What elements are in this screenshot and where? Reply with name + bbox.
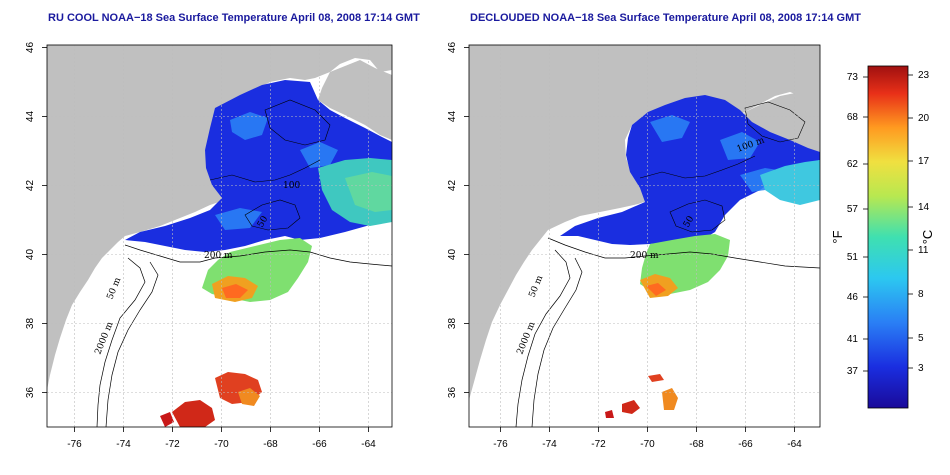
isobath-contour [515, 249, 571, 427]
sst-cool-patches [215, 112, 338, 230]
lon-tick-label: -68 [689, 439, 704, 450]
isobath-contour [264, 99, 331, 146]
colorbar-c-tick: 11 [918, 245, 929, 256]
isobath-contour [244, 199, 301, 231]
sst-very-hot-core [646, 283, 666, 296]
map-frame [46, 44, 393, 428]
colorbar-f-tick: 46 [847, 292, 859, 303]
lon-tick-label: -70 [640, 439, 655, 450]
lat-tick-label: 44 [25, 111, 36, 123]
land-mass [47, 45, 392, 390]
sst-cool-patches [650, 115, 790, 192]
sst-gulfstream-patch [160, 412, 174, 427]
colorbar-f-tick: 51 [847, 252, 859, 263]
sst-gulfstream-patch [172, 400, 215, 427]
lon-tick-label: -70 [214, 439, 229, 450]
lat-tick-label: 38 [447, 318, 458, 330]
lon-tick-label: -76 [493, 439, 508, 450]
lon-tick-label: -68 [263, 439, 278, 450]
sst-cold-region [560, 95, 820, 245]
colorbar-c-tick: 8 [918, 289, 924, 300]
colorbar-c-tick: 17 [918, 156, 930, 167]
sst-gulfstream-patch [622, 400, 640, 414]
lon-tick-label: -74 [116, 439, 131, 450]
contour-label: 200 m [204, 251, 233, 261]
isobath-contour [744, 101, 806, 143]
colorbar-c-tick: 23 [918, 70, 930, 81]
contour-label: 100 [283, 181, 300, 191]
colorbar-f-tick: 68 [847, 112, 859, 123]
celsius-unit-label: °C [920, 230, 935, 245]
isobath-contour [531, 257, 583, 427]
sst-mid-region-2 [345, 172, 392, 212]
lat-tick-label: 38 [25, 318, 36, 330]
sst-gulfstream-patch [662, 388, 678, 410]
lon-tick-label: -64 [361, 439, 376, 450]
grid-lines [469, 45, 820, 427]
colorbar-f-tick: 62 [847, 159, 859, 170]
sst-cold-region [125, 80, 392, 252]
lat-tick-label: 44 [447, 111, 458, 123]
lon-tick-label: -76 [67, 439, 82, 450]
contour-label: 200 m [630, 251, 659, 261]
lat-tick-label: 46 [25, 42, 36, 54]
lat-tick-label: 40 [447, 249, 458, 261]
colorbar: 73 68 62 57 51 46 41 37 23 20 17 14 11 8… [830, 65, 935, 409]
colorbar-f-tick: 57 [847, 204, 859, 215]
isobath-contour [124, 244, 392, 267]
axis-ticks [464, 47, 795, 432]
sst-mid-region [760, 160, 820, 205]
lon-tick-label: -72 [165, 439, 180, 450]
lat-tick-label: 36 [447, 387, 458, 399]
sst-gulfstream-patch [648, 374, 664, 382]
lat-tick-label: 46 [447, 42, 458, 54]
colorbar-c-tick: 20 [918, 113, 930, 124]
lon-tick-label: -72 [591, 439, 606, 450]
isobath-contour [96, 257, 146, 427]
lon-tick-label: -74 [542, 439, 557, 450]
colorbar-c-tick: 14 [918, 202, 930, 213]
colorbar-f-tick: 41 [847, 334, 859, 345]
sst-gulfstream-patch [605, 410, 614, 418]
colorbar-f-tick: 73 [847, 72, 859, 83]
colorbar-gradient [867, 65, 909, 409]
colorbar-c-tick: 3 [918, 363, 924, 374]
colorbar-c-tick: 5 [918, 333, 924, 344]
axis-ticks [42, 47, 369, 432]
lat-tick-label: 36 [25, 387, 36, 399]
lat-tick-label: 42 [447, 180, 458, 192]
lat-tick-label: 42 [25, 180, 36, 192]
isobath-contour [639, 155, 756, 179]
land-mass [469, 45, 820, 400]
colorbar-ticks [863, 74, 913, 372]
nova-scotia-land [740, 92, 820, 160]
isobath-contour [547, 237, 820, 269]
lat-tick-label: 40 [25, 249, 36, 261]
map-panel-left: 50 m 2000 m 200 m 100 50 -76 -74 -72 -70… [25, 42, 393, 450]
lon-tick-label: -66 [312, 439, 327, 450]
map-title-right: DECLOUDED NOAA−18 Sea Surface Temperatur… [470, 12, 861, 24]
isobath-contour [669, 199, 726, 233]
isobath-contour [209, 159, 321, 183]
grid-lines [47, 45, 392, 427]
fahrenheit-unit-label: °F [830, 230, 845, 243]
lon-tick-label: -64 [787, 439, 802, 450]
map-panel-right: 50 m 2000 m 200 m 100 m 50 -76 -74 -72 -… [447, 42, 821, 450]
sst-very-hot-core [222, 284, 248, 298]
lon-tick-label: -66 [738, 439, 753, 450]
map-frame [468, 44, 821, 428]
map-title-left: RU COOL NOAA−18 Sea Surface Temperature … [48, 12, 420, 24]
colorbar-f-tick: 37 [847, 366, 859, 377]
nova-scotia-land [318, 60, 392, 140]
isobath-contour [105, 261, 159, 427]
